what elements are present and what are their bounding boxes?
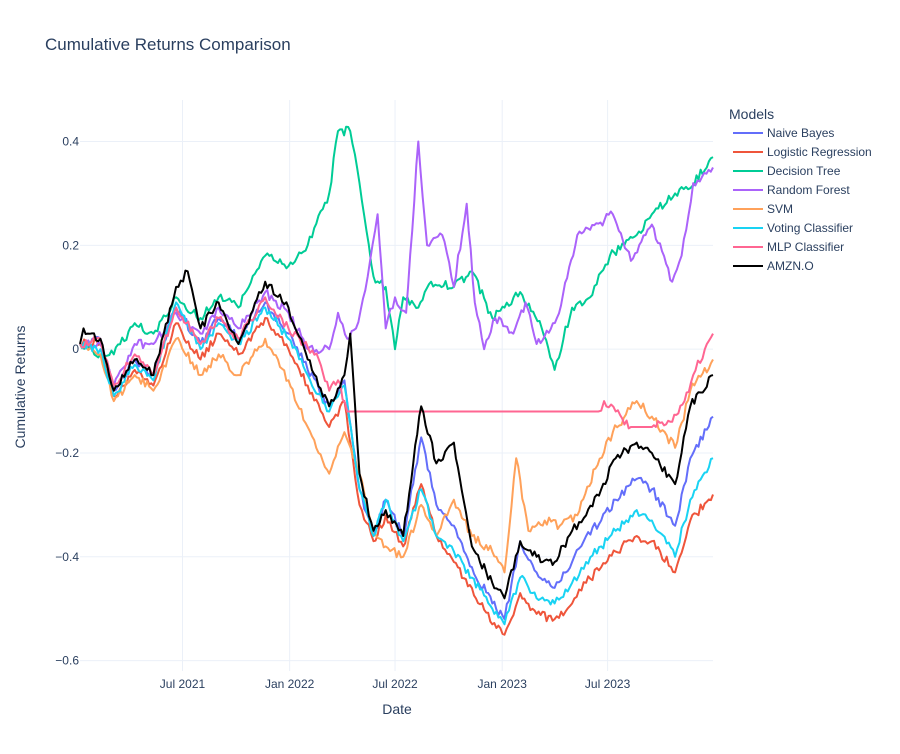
y-axis-ticks: 0.4 0.2 0 −0.2 −0.4 −0.6 [55, 135, 79, 668]
y-axis-title: Cumulative Returns [12, 326, 28, 449]
y-tick-label: −0.6 [55, 654, 79, 668]
x-axis-title: Date [382, 701, 412, 717]
legend-item[interactable]: MLP Classifier [733, 240, 844, 254]
legend-title: Models [729, 106, 774, 122]
x-tick-label: Jan 2023 [477, 677, 527, 691]
legend[interactable]: Naive Bayes Logistic Regression Decision T… [733, 126, 872, 273]
legend-item[interactable]: Voting Classifier [733, 221, 853, 235]
y-tick-label: −0.4 [55, 550, 79, 564]
legend-label: MLP Classifier [767, 240, 844, 254]
grid [80, 100, 713, 671]
legend-item[interactable]: Logistic Regression [733, 145, 872, 159]
y-tick-label: 0 [72, 342, 79, 356]
legend-item[interactable]: AMZN.O [733, 259, 814, 273]
legend-label: SVM [767, 202, 793, 216]
series-lines [79, 125, 714, 636]
series-line-decision-tree [79, 125, 714, 371]
chart-title: Cumulative Returns Comparison [45, 35, 291, 54]
series-line-mlp-classifier [79, 296, 714, 430]
legend-label: AMZN.O [767, 259, 814, 273]
legend-label: Logistic Regression [767, 145, 872, 159]
legend-label: Decision Tree [767, 164, 841, 178]
legend-item[interactable]: Naive Bayes [733, 126, 834, 140]
x-axis-ticks: Jul 2021 Jan 2022 Jul 2022 Jan 2023 Jul 2023 [160, 677, 631, 691]
legend-label: Random Forest [767, 183, 850, 197]
x-tick-label: Jan 2022 [265, 677, 315, 691]
series-line-svm [79, 336, 714, 574]
y-tick-label: 0.4 [62, 135, 79, 149]
legend-item[interactable]: SVM [733, 202, 793, 216]
x-tick-label: Jul 2021 [160, 677, 206, 691]
legend-item[interactable]: Random Forest [733, 183, 850, 197]
y-tick-label: 0.2 [62, 238, 79, 252]
legend-label: Voting Classifier [767, 221, 853, 235]
x-tick-label: Jul 2023 [585, 677, 631, 691]
series-line-amzn-o [79, 269, 714, 600]
y-tick-label: −0.2 [55, 446, 79, 460]
legend-item[interactable]: Decision Tree [733, 164, 841, 178]
x-tick-label: Jul 2022 [372, 677, 418, 691]
legend-label: Naive Bayes [767, 126, 834, 140]
series-line-logistic-regression [79, 317, 714, 636]
